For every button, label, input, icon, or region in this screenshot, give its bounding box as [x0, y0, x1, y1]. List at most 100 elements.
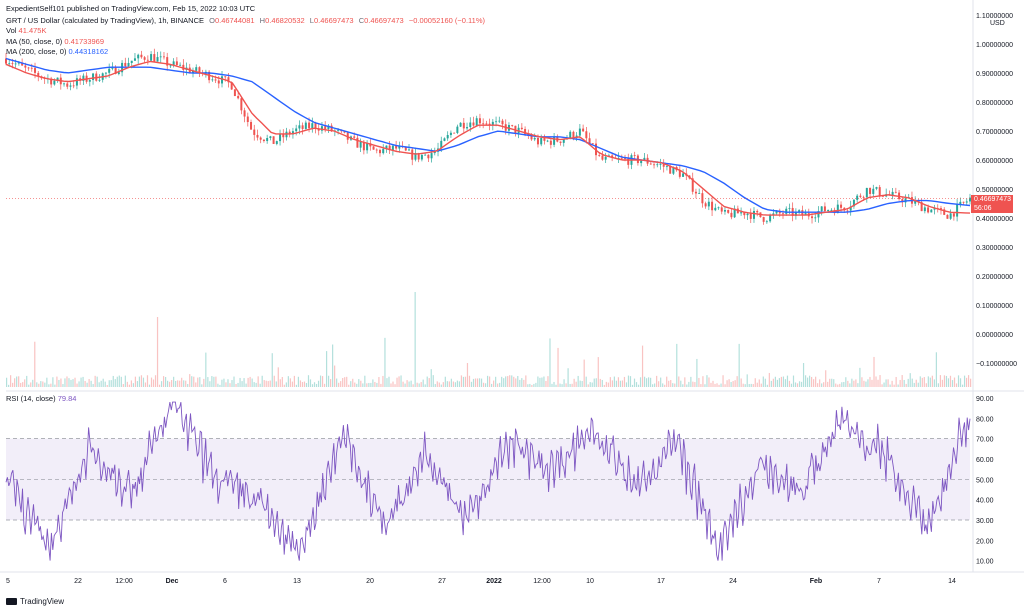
volume-bar — [267, 381, 269, 387]
volume-bar — [843, 381, 845, 387]
volume-bar — [466, 363, 469, 387]
volume-bar — [601, 379, 603, 387]
price-candle-body — [17, 62, 20, 64]
volume-bar — [505, 376, 507, 387]
volume-bar — [132, 383, 134, 387]
volume-bar — [806, 377, 809, 387]
rsi-axis-tick-label: 30.00 — [976, 518, 994, 525]
price-candle-body — [162, 56, 165, 58]
volume-bar — [571, 383, 573, 387]
volume-bar — [279, 379, 281, 387]
volume-bar — [523, 379, 525, 387]
price-candle-body — [63, 83, 66, 85]
time-axis-tick-label: Feb — [810, 578, 822, 585]
price-candle-body — [353, 136, 356, 138]
volume-bar — [94, 375, 96, 387]
price-candle-body — [53, 80, 56, 85]
volume-bar — [412, 384, 414, 387]
volume-bar — [517, 375, 519, 387]
volume-bar — [36, 382, 38, 387]
volume-bar — [752, 384, 754, 387]
volume-bar — [567, 368, 569, 387]
volume-bar — [577, 375, 579, 387]
volume-bar — [825, 370, 827, 387]
price-candle-body — [927, 207, 930, 213]
volume-bar — [78, 381, 80, 387]
price-candle-body — [427, 154, 430, 159]
price-candle-body — [253, 129, 256, 135]
volume-bar — [704, 384, 706, 387]
price-candle-body — [946, 214, 949, 219]
price-candle-body — [620, 157, 623, 159]
volume-bar — [38, 383, 40, 387]
volume-bar — [529, 383, 531, 387]
ma200-line — [5, 57, 971, 213]
volume-bar — [40, 381, 42, 387]
volume-bar — [480, 378, 483, 387]
rsi-axis-tick-label: 70.00 — [976, 437, 994, 444]
volume-bar — [921, 377, 923, 387]
price-candle-body — [665, 166, 668, 168]
price-candle-body — [382, 148, 385, 154]
price-candle-body — [823, 206, 826, 212]
price-candle-body — [862, 196, 865, 198]
volume-bar — [549, 338, 551, 387]
volume-bar — [851, 378, 853, 387]
price-candle-body — [127, 62, 130, 67]
volume-bar — [684, 377, 686, 387]
volume-bar — [728, 379, 730, 387]
price-candle-body — [530, 136, 533, 140]
volume-bar — [913, 382, 915, 387]
price-candle-body — [137, 54, 140, 59]
price-candle-body — [659, 164, 662, 165]
price-candle-body — [298, 125, 301, 129]
volume-bar — [213, 376, 215, 387]
volume-bar — [175, 380, 177, 387]
volume-bar — [414, 292, 416, 387]
volume-bar — [794, 382, 797, 387]
volume-bar — [42, 381, 44, 387]
rsi-band — [6, 438, 970, 520]
price-candle-body — [769, 214, 772, 222]
volume-bar — [696, 358, 698, 387]
volume-bar — [821, 383, 823, 387]
price-candle-body — [717, 207, 720, 209]
price-candle-body — [24, 65, 27, 68]
volume-bar — [501, 376, 503, 387]
price-candle-body — [456, 126, 459, 133]
volume-bar — [378, 377, 380, 387]
volume-bar — [875, 376, 877, 387]
volume-bar — [591, 382, 593, 387]
volume-bar — [360, 380, 362, 387]
volume-bar — [692, 381, 694, 387]
volume-bar — [889, 384, 891, 387]
volume-bar — [833, 379, 835, 387]
time-axis-tick-label: 24 — [729, 578, 737, 585]
price-candle-body — [591, 143, 594, 145]
price-candle-body — [324, 126, 327, 130]
volume-bar — [68, 378, 70, 387]
volume-bar — [509, 375, 511, 387]
volume-bar — [277, 367, 279, 387]
volume-bar — [158, 384, 161, 387]
volume-bar — [70, 379, 72, 387]
close-label: C — [358, 16, 365, 25]
price-candle-body — [230, 82, 233, 90]
rsi-axis-tick-label: 20.00 — [976, 538, 994, 545]
volume-bar — [227, 379, 229, 387]
volume-bar — [108, 380, 110, 387]
volume-bar — [12, 382, 14, 387]
volume-bar — [330, 379, 332, 387]
volume-bar — [16, 376, 18, 387]
price-candle-body — [785, 208, 788, 214]
price-candle-body — [549, 140, 552, 145]
volume-bar — [676, 343, 678, 387]
price-candle-body — [469, 122, 472, 128]
time-axis-tick-label: 7 — [877, 578, 881, 585]
price-candle-body — [75, 78, 78, 86]
price-candle-body — [511, 125, 514, 126]
publisher-line: ExpedientSelf101 published on TradingVie… — [6, 4, 256, 13]
volume-bar — [547, 376, 549, 387]
volume-bar — [931, 375, 933, 387]
volume-bar — [694, 382, 696, 387]
